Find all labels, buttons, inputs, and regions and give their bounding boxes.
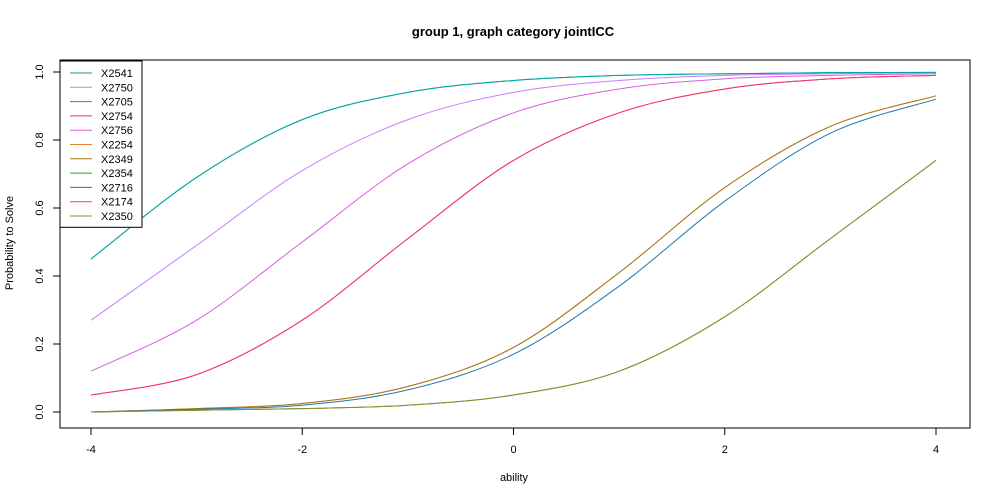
y-axis: 0.0 0.2 0.4 0.6 0.8 1.0 [34, 64, 61, 420]
x-tick-label: 2 [722, 444, 728, 456]
x-axis: -4 -2 0 2 4 [86, 427, 939, 456]
series-line-x2174 [90, 74, 937, 396]
chart-title: group 1, graph category jointICC [412, 24, 615, 39]
series-line-x2716 [90, 98, 937, 413]
x-tick-label: 4 [933, 444, 939, 456]
plot-frame [59, 59, 971, 429]
series-line-x2254 [90, 95, 937, 413]
y-tick-label: 0.6 [34, 200, 46, 215]
x-tick-label: 0 [510, 444, 516, 456]
y-tick-label: 0.0 [34, 404, 46, 419]
legend-label: X2174 [101, 197, 133, 209]
series-line-x2750 [90, 72, 937, 321]
x-tick-label: -4 [86, 444, 96, 456]
legend-label: X2705 [101, 97, 133, 109]
legend-label: X2754 [101, 111, 133, 123]
series-line-x2350 [90, 159, 937, 413]
y-axis-label: Probability to Solve [4, 196, 16, 290]
series-line-x2354 [90, 159, 937, 413]
y-tick-label: 1.0 [34, 64, 46, 79]
x-tick-label: -2 [297, 444, 307, 456]
legend-label: X2254 [101, 140, 133, 152]
y-tick-label: 0.8 [34, 132, 46, 147]
x-axis-label: ability [500, 472, 529, 484]
y-tick-label: 0.2 [34, 336, 46, 351]
legend-label: X2350 [101, 211, 133, 223]
series-line-x2349 [90, 95, 937, 413]
legend-label: X2349 [101, 154, 133, 166]
series-line-x2705 [90, 71, 937, 260]
legend: X2541 X2750 X2705 X2754 X2756 X2254 X2349 X2354… [59, 60, 143, 228]
legend-label: X2716 [101, 182, 133, 194]
y-tick-label: 0.4 [34, 268, 46, 283]
legend-label: X2756 [101, 125, 133, 137]
series-line-x2756 [90, 73, 937, 372]
series-line-x2541 [90, 71, 937, 260]
legend-label: X2354 [101, 168, 133, 180]
series-lines [90, 71, 937, 413]
legend-label: X2750 [101, 82, 133, 94]
legend-label: X2541 [101, 68, 133, 80]
